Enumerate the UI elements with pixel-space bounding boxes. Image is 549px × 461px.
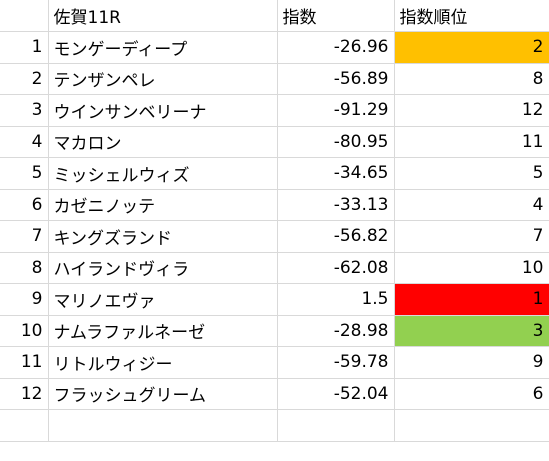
cell-rank[interactable]: 1 bbox=[394, 283, 549, 316]
cell-index[interactable]: 6 bbox=[0, 189, 49, 221]
cell-empty[interactable] bbox=[277, 409, 395, 442]
cell-rank[interactable]: 10 bbox=[394, 252, 549, 284]
cell-rank[interactable]: 9 bbox=[394, 346, 549, 379]
cell-index[interactable]: 10 bbox=[0, 315, 49, 347]
cell-rank[interactable]: 8 bbox=[394, 63, 549, 95]
cell-score[interactable]: -56.89 bbox=[277, 63, 395, 95]
cell-name[interactable]: ハイランドヴィラ bbox=[48, 252, 278, 284]
cell-name[interactable]: カゼニノッテ bbox=[48, 189, 278, 221]
cell-index[interactable]: 5 bbox=[0, 157, 49, 190]
cell-rank[interactable]: 6 bbox=[394, 378, 549, 410]
cell-name[interactable]: マリノエヴァ bbox=[48, 283, 278, 316]
cell-header-score[interactable]: 指数 bbox=[277, 0, 395, 32]
cell-rank[interactable]: 2 bbox=[394, 31, 549, 64]
table-row: 8 ハイランドヴィラ -62.08 10 bbox=[0, 252, 549, 284]
cell-empty[interactable] bbox=[0, 409, 49, 442]
cell-score[interactable]: -56.82 bbox=[277, 220, 395, 253]
cell-name[interactable]: ナムラファルネーゼ bbox=[48, 315, 278, 347]
cell-index[interactable]: 1 bbox=[0, 31, 49, 64]
table-row: 7 キングズランド -56.82 7 bbox=[0, 220, 549, 253]
cell-rank[interactable]: 5 bbox=[394, 157, 549, 190]
cell-rank[interactable]: 7 bbox=[394, 220, 549, 253]
cell-header-name[interactable]: 佐賀11R bbox=[48, 0, 278, 32]
table-row: 4 マカロン -80.95 11 bbox=[0, 126, 549, 158]
table-row: 5 ミッシェルウィズ -34.65 5 bbox=[0, 157, 549, 190]
cell-score[interactable]: -52.04 bbox=[277, 378, 395, 410]
cell-index[interactable]: 4 bbox=[0, 126, 49, 158]
cell-name[interactable]: キングズランド bbox=[48, 220, 278, 253]
data-table: 佐賀11R 指数 指数順位 1 モンゲーディープ -26.96 2 2 テンザン… bbox=[0, 0, 549, 442]
cell-score[interactable]: -26.96 bbox=[277, 31, 395, 64]
cell-header-index[interactable] bbox=[0, 0, 49, 32]
cell-score[interactable]: -80.95 bbox=[277, 126, 395, 158]
table-row: 1 モンゲーディープ -26.96 2 bbox=[0, 31, 549, 64]
cell-rank[interactable]: 3 bbox=[394, 315, 549, 347]
cell-index[interactable]: 7 bbox=[0, 220, 49, 253]
cell-rank[interactable]: 12 bbox=[394, 94, 549, 127]
cell-score[interactable]: -62.08 bbox=[277, 252, 395, 284]
table-row: 10 ナムラファルネーゼ -28.98 3 bbox=[0, 315, 549, 347]
header-row: 佐賀11R 指数 指数順位 bbox=[0, 0, 549, 32]
cell-score[interactable]: -91.29 bbox=[277, 94, 395, 127]
empty-row bbox=[0, 409, 549, 442]
table-row: 3 ウインサンベリーナ -91.29 12 bbox=[0, 94, 549, 127]
cell-index[interactable]: 2 bbox=[0, 63, 49, 95]
cell-rank[interactable]: 4 bbox=[394, 189, 549, 221]
cell-index[interactable]: 3 bbox=[0, 94, 49, 127]
table-row: 12 フラッシュグリーム -52.04 6 bbox=[0, 378, 549, 410]
cell-name[interactable]: ウインサンベリーナ bbox=[48, 94, 278, 127]
cell-name[interactable]: マカロン bbox=[48, 126, 278, 158]
cell-score[interactable]: -33.13 bbox=[277, 189, 395, 221]
table-row: 2 テンザンペレ -56.89 8 bbox=[0, 63, 549, 95]
cell-empty[interactable] bbox=[48, 409, 278, 442]
cell-score[interactable]: -34.65 bbox=[277, 157, 395, 190]
cell-name[interactable]: ミッシェルウィズ bbox=[48, 157, 278, 190]
cell-index[interactable]: 8 bbox=[0, 252, 49, 284]
cell-name[interactable]: リトルウィジー bbox=[48, 346, 278, 379]
cell-score[interactable]: -59.78 bbox=[277, 346, 395, 379]
cell-name[interactable]: フラッシュグリーム bbox=[48, 378, 278, 410]
cell-empty[interactable] bbox=[394, 409, 549, 442]
cell-index[interactable]: 11 bbox=[0, 346, 49, 379]
cell-index[interactable]: 12 bbox=[0, 378, 49, 410]
cell-name[interactable]: テンザンペレ bbox=[48, 63, 278, 95]
cell-rank[interactable]: 11 bbox=[394, 126, 549, 158]
cell-score[interactable]: -28.98 bbox=[277, 315, 395, 347]
cell-name[interactable]: モンゲーディープ bbox=[48, 31, 278, 64]
table-row: 6 カゼニノッテ -33.13 4 bbox=[0, 189, 549, 221]
cell-header-rank[interactable]: 指数順位 bbox=[394, 0, 549, 32]
cell-index[interactable]: 9 bbox=[0, 283, 49, 316]
table-row: 9 マリノエヴァ 1.5 1 bbox=[0, 283, 549, 316]
cell-score[interactable]: 1.5 bbox=[277, 283, 395, 316]
table-row: 11 リトルウィジー -59.78 9 bbox=[0, 346, 549, 379]
